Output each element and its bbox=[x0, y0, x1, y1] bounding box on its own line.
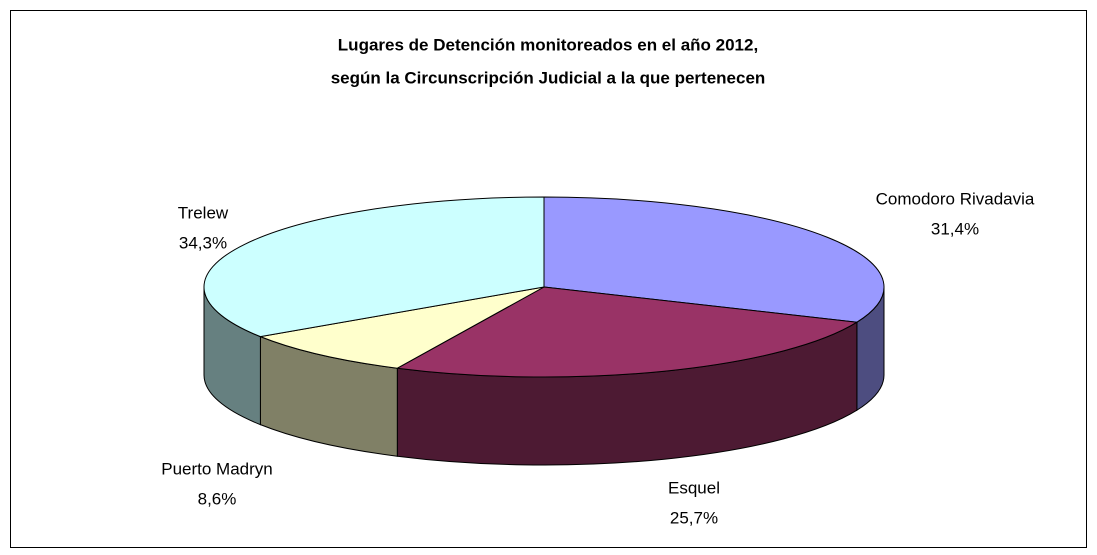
pie-slice bbox=[395, 286, 859, 378]
slice-value-label: 25,7% bbox=[670, 508, 718, 527]
chart-title: según la Circunscripción Judicial a la q… bbox=[331, 68, 766, 87]
pie-slice bbox=[203, 196, 545, 338]
slice-label: Comodoro Rivadavia bbox=[876, 189, 1035, 208]
pie-slice bbox=[258, 286, 545, 369]
slice-value-label: 34,3% bbox=[179, 233, 227, 252]
chart-title: Lugares de Detención monitoreados en el … bbox=[338, 35, 758, 54]
pie-slice bbox=[543, 196, 885, 323]
slice-label: Trelew bbox=[178, 203, 229, 222]
slice-value-label: 31,4% bbox=[931, 219, 979, 238]
slice-value-label: 8,6% bbox=[198, 489, 237, 508]
slice-label: Esquel bbox=[668, 478, 720, 497]
slice-label: Puerto Madryn bbox=[161, 459, 273, 478]
